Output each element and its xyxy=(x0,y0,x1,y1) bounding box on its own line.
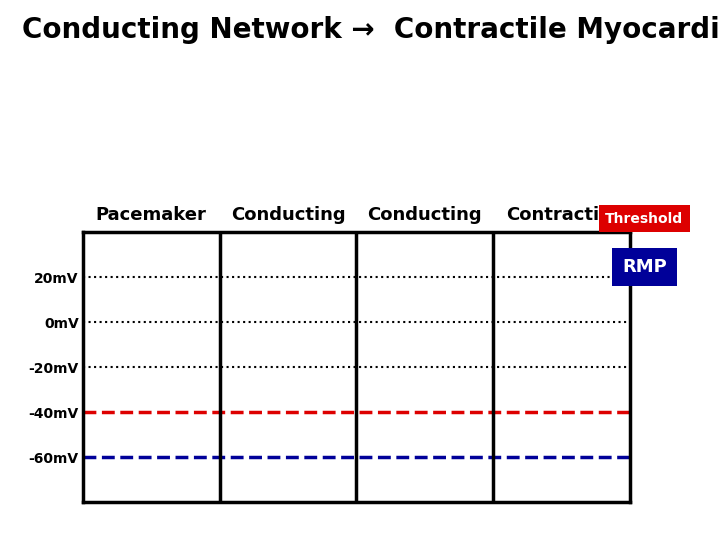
Text: RMP: RMP xyxy=(622,258,667,276)
Text: Conducting: Conducting xyxy=(230,206,346,224)
Text: Threshold: Threshold xyxy=(606,212,683,226)
Text: Conducting: Conducting xyxy=(367,206,482,224)
Text: Pacemaker: Pacemaker xyxy=(96,206,207,224)
Text: Contractile: Contractile xyxy=(506,206,617,224)
Text: Conducting Network →  Contractile Myocardium: Conducting Network → Contractile Myocard… xyxy=(22,16,720,44)
